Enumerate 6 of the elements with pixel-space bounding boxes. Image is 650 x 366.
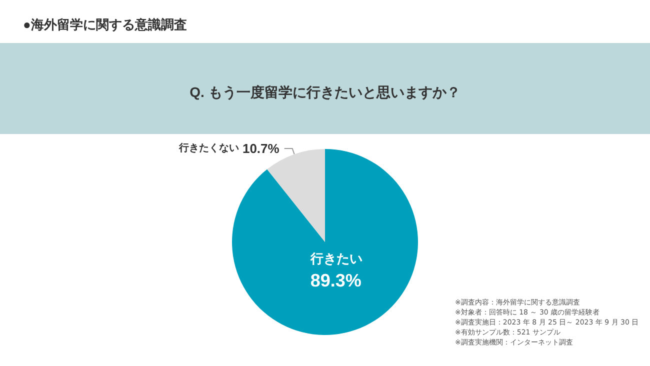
- data-label: 10.7%: [242, 141, 280, 156]
- data-label: 89.3%: [310, 270, 362, 291]
- slice-label: 行きたくない: [178, 142, 240, 154]
- slice-label: 行きたい: [309, 251, 362, 266]
- chart-title: ●海外留学に関する意識調査: [23, 17, 187, 32]
- chart-subtitle: Q. もう一度留学に行きたいと思いますか？: [190, 84, 460, 101]
